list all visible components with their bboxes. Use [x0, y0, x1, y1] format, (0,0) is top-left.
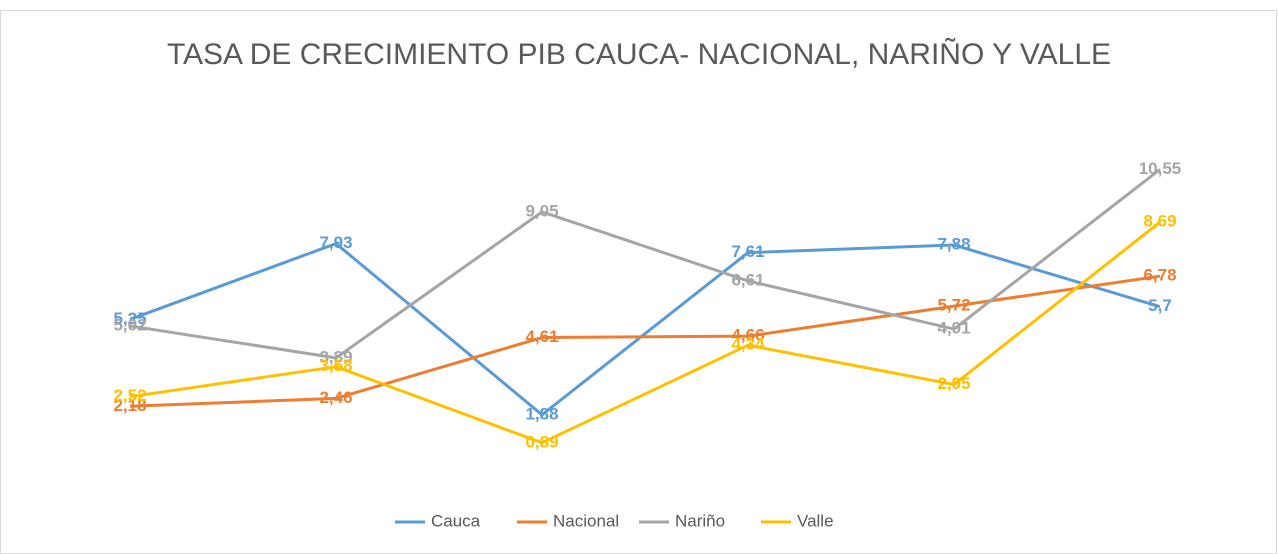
- series-line: [129, 220, 1161, 445]
- data-label: 7,88: [937, 234, 970, 253]
- legend-label: Nacional: [553, 511, 619, 530]
- data-label: 1,88: [525, 404, 558, 423]
- data-label: 7,93: [319, 233, 352, 252]
- data-label: 9,05: [525, 201, 558, 220]
- data-label: 4,91: [937, 319, 970, 338]
- data-label: 0,89: [525, 432, 558, 451]
- data-label: 7,61: [731, 242, 764, 261]
- data-label: 5,7: [1148, 296, 1172, 315]
- data-label: 6,61: [731, 270, 764, 289]
- chart-title: TASA DE CRECIMIENTO PIB CAUCA- NACIONAL,…: [167, 37, 1111, 71]
- legend-label: Cauca: [431, 511, 481, 530]
- data-label: 4,66: [731, 326, 764, 345]
- legend-label: Nariño: [675, 511, 725, 530]
- data-label: 2,46: [319, 388, 352, 407]
- data-label: 2,18: [113, 396, 146, 415]
- data-label: 2,52: [113, 386, 146, 405]
- series-line: [129, 242, 1161, 417]
- data-label: 4,61: [525, 327, 558, 346]
- data-label: 3,89: [319, 347, 352, 366]
- data-label: 5,02: [113, 315, 146, 334]
- series-line: [129, 168, 1161, 360]
- data-label: 4,34: [731, 335, 765, 354]
- data-label: 5,72: [937, 296, 970, 315]
- data-label: 5,25: [113, 309, 146, 328]
- data-label: 8,69: [1143, 212, 1176, 231]
- data-label: 3,58: [319, 356, 352, 375]
- chart-border: [0, 10, 1277, 554]
- data-label: 2,95: [937, 374, 970, 393]
- legend-label: Valle: [797, 511, 834, 530]
- data-label: 6,78: [1143, 266, 1176, 285]
- data-label: 10,55: [1139, 159, 1182, 178]
